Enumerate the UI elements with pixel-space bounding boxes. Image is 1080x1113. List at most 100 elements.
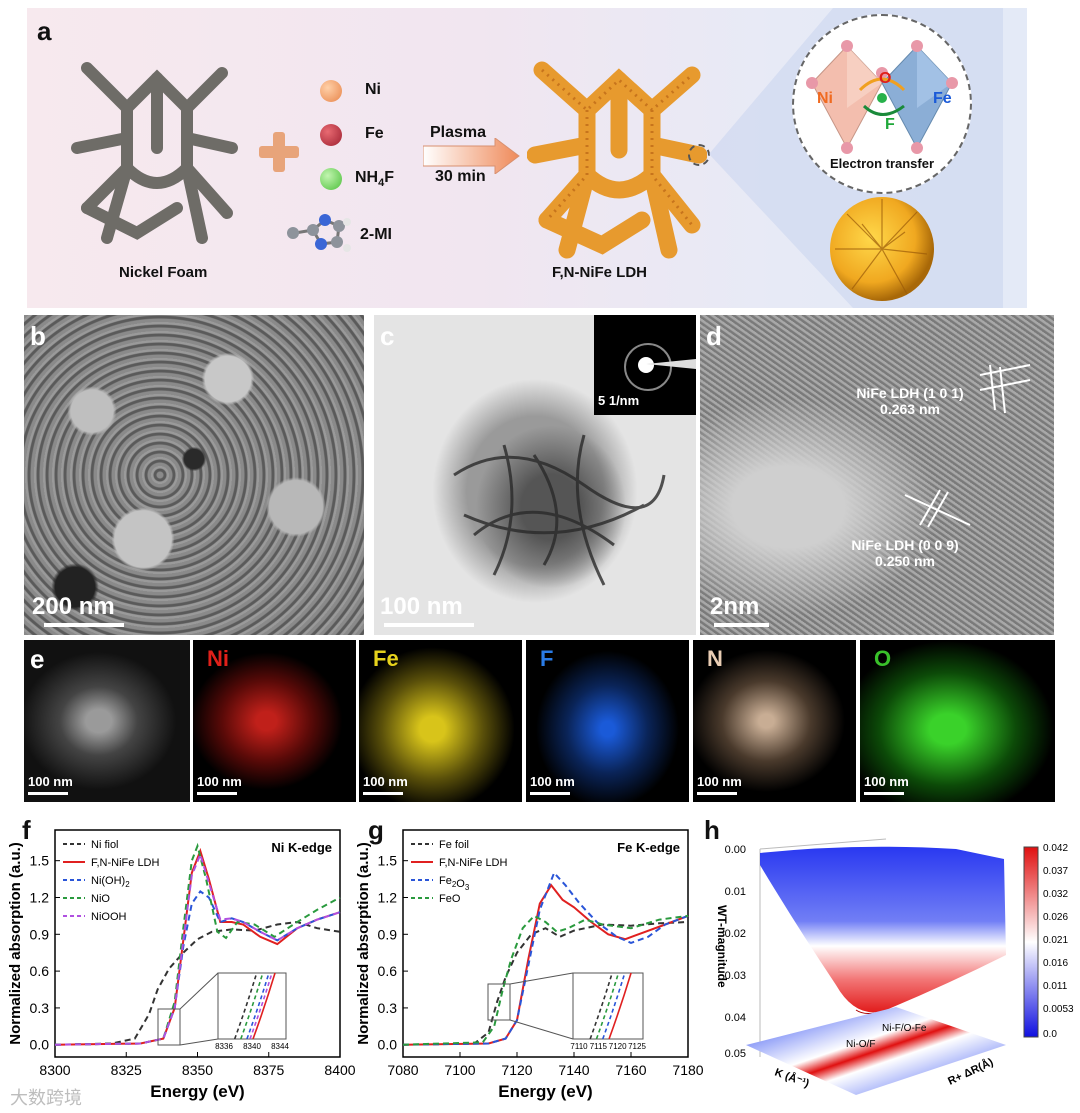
x-tick-label: 8375 [253,1062,284,1078]
inset-fe-label: Fe [933,90,952,107]
f-map: F 100 nm [526,640,689,802]
inset-x-tick-label: 8344 [271,1042,289,1051]
zoom-connector [179,972,219,1010]
y-tick-label: 0.6 [30,963,50,979]
n-map: N 100 nm [693,640,856,802]
scale-bar-label-b: 200 nm [32,593,115,620]
zoom-inset [572,972,644,1040]
2-mi-molecule-icon [287,214,351,252]
legend-label: Ni(OH)2 [91,875,130,889]
y-axis-title: Normalized absorption (a.u.) [7,842,24,1045]
z-tick-4: 0.04 [725,1012,746,1024]
f-map-label: F [540,646,554,671]
x-tick-label: 7180 [672,1062,703,1078]
plus-icon-vertical [273,132,285,172]
saed-scale-label: 5 1/nm [598,393,640,408]
legend-label: FeO [439,893,461,905]
watermark: 大数跨境 [10,1088,82,1109]
fe-ball-icon [320,124,342,146]
wt-contour-floor [746,1007,1006,1095]
inset-series-line [595,972,620,1040]
panel-letter-c: c [380,321,395,351]
ni-ball-icon [320,80,342,102]
zoom-inset [217,972,287,1040]
panel-letter-b: b [30,321,46,351]
x-tick-label: 8300 [39,1062,70,1078]
scale-bar-e5 [864,792,904,795]
scale-bar-label-e1: 100 nm [197,774,242,789]
wt-surface [760,846,1006,1013]
inset-f-label: F [885,116,895,133]
series-line [402,883,689,1046]
cbar-tick-6: 0.011 [1043,981,1068,992]
y-tick-label: 0.3 [378,1000,398,1016]
panel-a-schematic: a Nickel Foam Ni Fe NH4F [27,8,1027,308]
plasma-duration-label: 30 min [435,168,486,185]
lattice-009-label: NiFe LDH (0 0 9) 0.250 nm [820,537,990,569]
inset-x-tick-label: 7110 [570,1042,588,1051]
inset-series-line [246,972,270,1040]
scale-bar-label-e4: 100 nm [697,774,742,789]
fe-k-edge-xanes-chart: 7080 7100 7120 7140 7160 7180 0.0 0.3 0.6 0.9 1.2 1… [355,829,704,1101]
legend-label: Fe foil [439,839,469,851]
series-line [402,871,689,1046]
lattice-009-plane: NiFe LDH (0 0 9) [851,537,959,553]
inset-caption: Electron transfer [830,156,935,171]
nickel-foam-label: Nickel Foam [119,264,208,281]
inset-series-line [608,972,632,1040]
edge-annotation: Fe K-edge [617,840,680,855]
x-tick-label: 8325 [111,1062,142,1078]
lattice-009-markers [904,489,971,528]
wavelet-transform-3d-plot: 0.00 0.01 0.02 0.03 0.04 0.05 WT-magnitu… [715,838,1074,1095]
scale-bar-label-e0: 100 nm [28,774,73,789]
product-label: F,N-NiFe LDH [552,264,647,281]
scale-bar-label-d: 2nm [710,593,760,620]
zoom-circle-marker [688,144,710,166]
y-tick-label: 1.2 [30,889,50,905]
x-tick-label: 7160 [615,1062,646,1078]
o-map-label: O [874,646,892,671]
x-tick-label: 8350 [182,1062,213,1078]
inset-x-tick-label: 7120 [609,1042,627,1051]
cbar-tick-2: 0.032 [1043,889,1068,900]
y-tick-label: 0.3 [30,1000,50,1016]
haadf-map: e 100 nm [24,640,190,802]
y-tick-label: 0.9 [378,926,398,942]
crystal-structure-inset [792,14,972,194]
inset-series-line [252,972,276,1040]
z-tick-1: 0.01 [725,886,746,898]
inset-x-tick-label: 8340 [243,1042,261,1051]
panel-letter-g: g [368,815,384,845]
inset-series-line [249,972,273,1040]
inset-series-line [589,972,613,1040]
nickel-foam-illustration [71,62,238,244]
y-tick-label: 0.9 [30,926,50,942]
cbar-tick-1: 0.037 [1043,866,1068,877]
x-tick-label: 7080 [387,1062,418,1078]
lattice-101-plane: NiFe LDH (1 0 1) [856,385,964,401]
cbar-tick-7: 0.0053 [1043,1004,1074,1015]
z-tick-0: 0.00 [725,844,746,856]
series-line [402,914,689,1046]
x-axis-title: Energy (eV) [498,1082,592,1101]
hrtem-image: d NiFe LDH (1 0 1) 0.263 nm NiFe LDH (0 … [700,315,1054,635]
x-tick-label: 7100 [444,1062,475,1078]
cbar-tick-5: 0.016 [1043,958,1068,969]
cbar-tick-4: 0.021 [1043,935,1068,946]
lattice-101-markers [979,364,1031,414]
floor-annotation-ni-o-f: Ni-O/F [846,1039,875,1050]
ni-k-edge-xanes-chart: 8300 8325 8350 8375 8400 0.0 0.3 0.6 0.9 1.2 1.5 En… [7,829,356,1101]
zoom-source-box [157,1008,181,1046]
panel-letter-h: h [704,815,720,845]
inset-x-tick-label: 7115 [590,1042,608,1051]
zoom-source-box [487,983,511,1021]
y-tick-label: 1.5 [378,853,398,869]
y-tick-label: 1.5 [30,853,50,869]
ni-map-label: Ni [207,646,229,671]
legend-label: Ni fiol [91,839,119,851]
legend-label: Fe2O3 [439,875,470,892]
x-tick-label: 7140 [558,1062,589,1078]
scale-bar-d [714,623,769,627]
beam-stop [646,359,696,369]
o-map: O 100 nm [860,640,1055,802]
